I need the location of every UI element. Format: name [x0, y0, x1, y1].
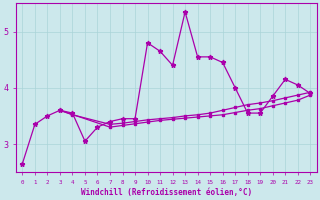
X-axis label: Windchill (Refroidissement éolien,°C): Windchill (Refroidissement éolien,°C) [81, 188, 252, 197]
